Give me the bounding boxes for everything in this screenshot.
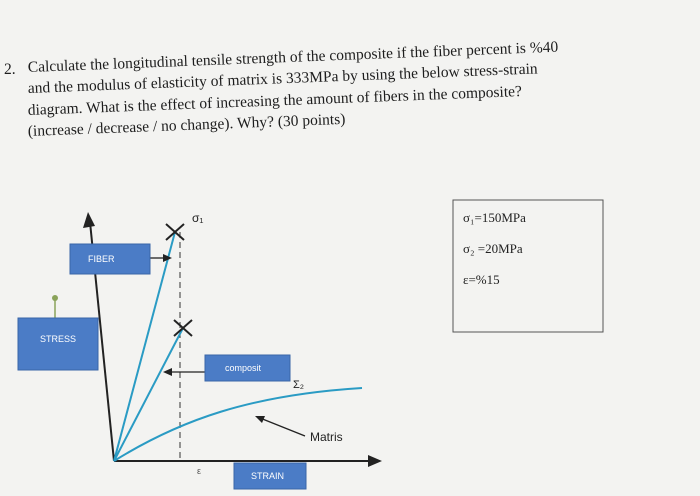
sigma1-label: σ₁ [192,211,203,225]
curves [113,231,363,462]
strain-label: STRAIN [251,471,284,481]
arrow-head [163,368,172,376]
given-value: ε=%15 [463,272,500,287]
x-arrow [368,455,382,467]
composite-box [204,354,291,382]
stress-box [17,317,99,371]
arrow-head [163,254,172,262]
y-arrow [83,212,95,228]
break-marks [165,223,193,337]
matrix-label: Matris [310,430,343,444]
epsilon-label: ε [197,466,201,476]
given-value: σ₂ =20MPa [463,241,523,256]
arrow-head [255,416,265,423]
given-box [452,199,604,333]
fiber-label: FIBER [88,254,115,264]
question-number: 2. [4,61,16,78]
fiber-box [69,243,151,275]
strain-box [233,462,307,490]
stress-label: STRESS [40,334,76,344]
given-value: σ₁=150MPa [463,210,526,225]
sigma2-label: Σ₂ [293,379,304,391]
handle-dot [52,295,58,301]
composite-label: composit [225,363,262,373]
